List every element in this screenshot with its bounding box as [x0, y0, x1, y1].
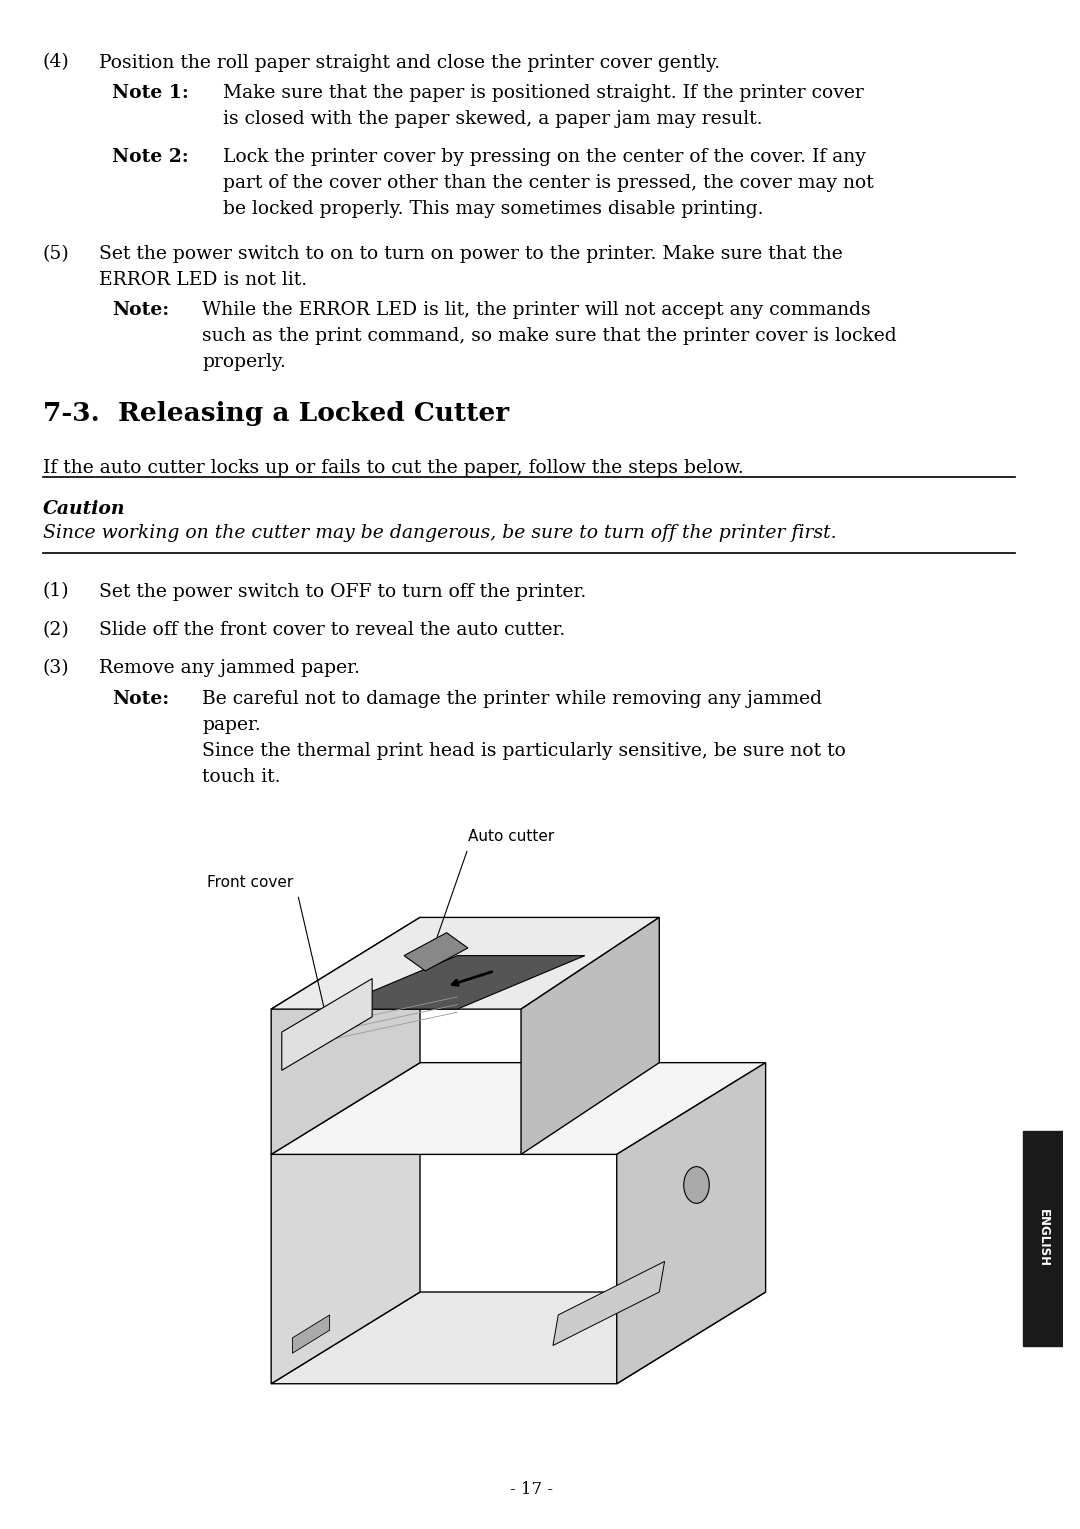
Text: Front cover: Front cover [207, 875, 294, 890]
Text: (4): (4) [42, 54, 69, 72]
Text: (5): (5) [42, 245, 69, 263]
Polygon shape [329, 956, 585, 1009]
Text: Note:: Note: [111, 301, 168, 320]
Circle shape [684, 1167, 710, 1203]
Text: - 17 -: - 17 - [510, 1482, 553, 1498]
Text: Set the power switch to on to turn on power to the printer. Make sure that the: Set the power switch to on to turn on po… [99, 245, 842, 263]
Text: Note 2:: Note 2: [111, 148, 188, 167]
Text: Slide off the front cover to reveal the auto cutter.: Slide off the front cover to reveal the … [99, 621, 565, 639]
Text: Lock the printer cover by pressing on the center of the cover. If any: Lock the printer cover by pressing on th… [224, 148, 866, 167]
Polygon shape [271, 917, 659, 1009]
Text: paper.: paper. [202, 716, 260, 734]
Text: ENGLISH: ENGLISH [1037, 1209, 1050, 1268]
Text: ERROR LED is not lit.: ERROR LED is not lit. [99, 271, 307, 289]
Text: Caution: Caution [42, 500, 125, 518]
Text: properly.: properly. [202, 353, 286, 372]
Text: Since the thermal print head is particularly sensitive, be sure not to: Since the thermal print head is particul… [202, 742, 846, 760]
Text: Auto cutter: Auto cutter [468, 829, 554, 844]
Text: such as the print command, so make sure that the printer cover is locked: such as the print command, so make sure … [202, 327, 896, 346]
Text: Note:: Note: [111, 690, 168, 708]
Text: (2): (2) [42, 621, 69, 639]
Text: Remove any jammed paper.: Remove any jammed paper. [99, 659, 360, 677]
Text: Be careful not to damage the printer while removing any jammed: Be careful not to damage the printer whi… [202, 690, 822, 708]
Text: is closed with the paper skewed, a paper jam may result.: is closed with the paper skewed, a paper… [224, 110, 762, 128]
Text: Since working on the cutter may be dangerous, be sure to turn off the printer fi: Since working on the cutter may be dange… [42, 524, 836, 543]
Polygon shape [617, 1063, 766, 1384]
Text: Position the roll paper straight and close the printer cover gently.: Position the roll paper straight and clo… [99, 54, 720, 72]
Text: While the ERROR LED is lit, the printer will not accept any commands: While the ERROR LED is lit, the printer … [202, 301, 870, 320]
Polygon shape [553, 1261, 664, 1346]
Polygon shape [271, 1063, 420, 1384]
Text: (1): (1) [42, 583, 69, 601]
Text: part of the cover other than the center is pressed, the cover may not: part of the cover other than the center … [224, 174, 874, 193]
Text: Set the power switch to OFF to turn off the printer.: Set the power switch to OFF to turn off … [99, 583, 586, 601]
Text: Make sure that the paper is positioned straight. If the printer cover: Make sure that the paper is positioned s… [224, 84, 864, 102]
Bar [1023, 1131, 1064, 1346]
Text: (3): (3) [42, 659, 69, 677]
Polygon shape [404, 933, 468, 971]
Text: 7-3.  Releasing a Locked Cutter: 7-3. Releasing a Locked Cutter [42, 401, 509, 425]
Text: touch it.: touch it. [202, 768, 281, 786]
Text: If the auto cutter locks up or fails to cut the paper, follow the steps below.: If the auto cutter locks up or fails to … [42, 459, 743, 477]
Text: be locked properly. This may sometimes disable printing.: be locked properly. This may sometimes d… [224, 200, 764, 219]
Polygon shape [293, 1315, 329, 1353]
Polygon shape [271, 1292, 766, 1384]
Polygon shape [271, 1063, 766, 1154]
Polygon shape [271, 917, 420, 1154]
Text: Note 1:: Note 1: [111, 84, 189, 102]
Polygon shape [521, 917, 659, 1154]
Polygon shape [282, 979, 373, 1070]
